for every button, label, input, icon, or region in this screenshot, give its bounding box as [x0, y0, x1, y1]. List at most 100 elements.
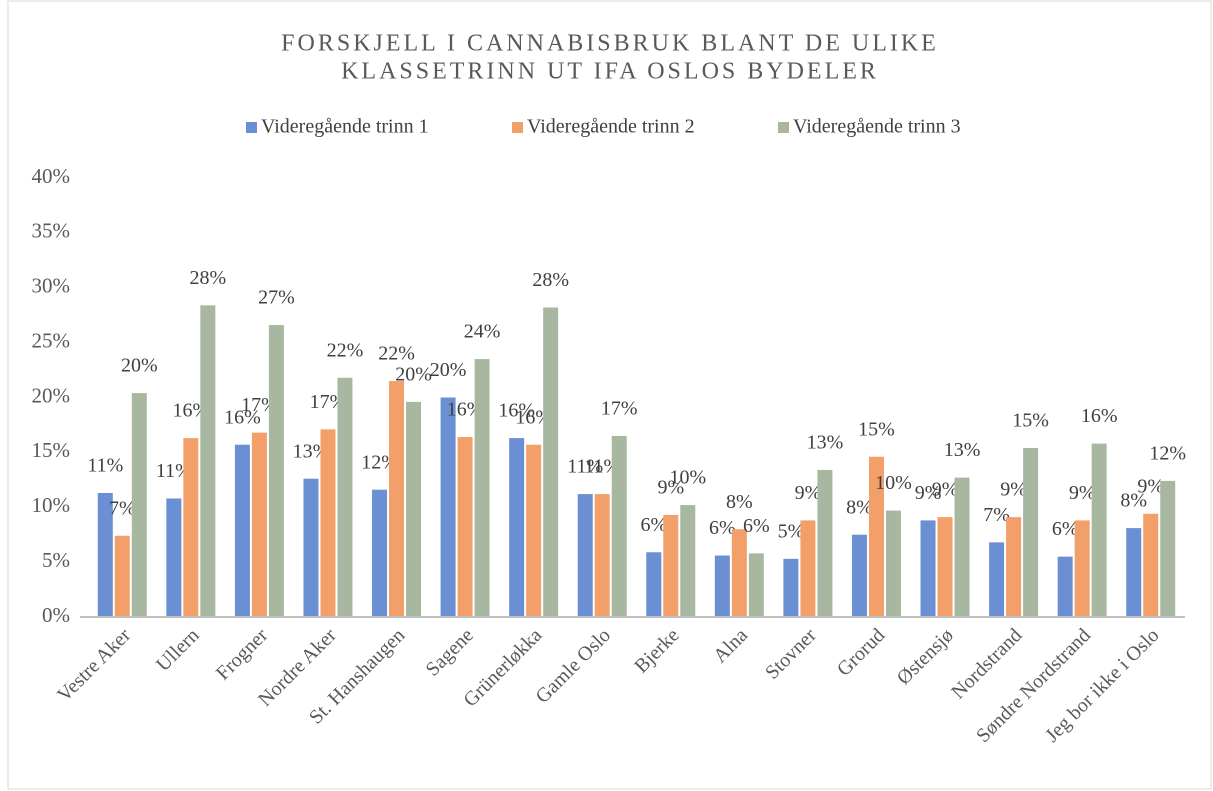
bar	[457, 437, 473, 617]
y-tick-label: 0%	[42, 603, 70, 627]
y-tick-label: 10%	[32, 493, 71, 517]
y-tick-label: 15%	[32, 438, 71, 462]
y-tick-label: 25%	[32, 328, 71, 352]
bar	[885, 510, 901, 617]
legend-label: Videregående trinn 1	[261, 116, 429, 138]
value-label: 20%	[430, 359, 467, 381]
bar	[1006, 517, 1022, 617]
value-label: 11%	[567, 456, 603, 478]
bar	[389, 381, 405, 617]
value-label: 16%	[1081, 405, 1118, 427]
bar	[937, 517, 953, 617]
value-label: 13%	[807, 432, 844, 454]
bar	[783, 558, 799, 617]
bar	[611, 435, 627, 617]
value-label: 6%	[743, 515, 770, 537]
value-label: 12%	[1149, 443, 1186, 465]
value-label: 8%	[846, 496, 873, 518]
legend-swatch	[512, 122, 523, 133]
bar	[920, 520, 936, 617]
value-label: 16%	[498, 400, 535, 422]
bar	[543, 307, 559, 617]
value-label: 6%	[1052, 518, 1079, 540]
bar	[800, 520, 816, 617]
value-label: 9%	[915, 482, 942, 504]
bar	[406, 401, 422, 617]
bar	[303, 478, 319, 617]
bar	[1057, 556, 1073, 617]
bar	[131, 393, 147, 617]
value-label: 13%	[293, 440, 330, 462]
value-label: 11%	[156, 460, 192, 482]
bar	[1160, 480, 1176, 617]
value-label: 16%	[224, 406, 261, 428]
bar	[817, 469, 833, 617]
bar	[1143, 513, 1159, 617]
bar	[509, 438, 525, 617]
bar	[989, 542, 1005, 617]
value-label: 15%	[858, 418, 895, 440]
value-label: 28%	[532, 269, 569, 291]
value-label: 12%	[361, 451, 398, 473]
bar	[114, 535, 130, 617]
legend-swatch	[778, 122, 789, 133]
bar	[251, 432, 267, 617]
value-label: 6%	[640, 514, 667, 536]
bar	[748, 553, 764, 617]
y-tick-label: 5%	[42, 548, 70, 572]
bar	[577, 494, 593, 617]
bar	[183, 438, 199, 617]
chart-title: FORSKJELL I CANNABISBRUK BLANT DE ULIKE	[281, 31, 939, 57]
value-label: 17%	[241, 394, 278, 416]
value-label: 5%	[778, 520, 805, 542]
value-label: 15%	[1012, 410, 1049, 432]
bar	[1074, 520, 1090, 617]
bar	[594, 494, 610, 617]
value-label: 20%	[395, 363, 432, 385]
bar	[97, 492, 113, 617]
bar	[320, 429, 336, 617]
bar	[1023, 447, 1039, 617]
bar	[234, 444, 250, 617]
value-label: 28%	[190, 267, 227, 289]
y-tick-label: 40%	[32, 164, 71, 188]
bar	[851, 534, 867, 617]
value-label: 22%	[327, 339, 364, 361]
value-label: 7%	[109, 497, 136, 519]
value-label: 11%	[584, 456, 620, 478]
legend-label: Videregående trinn 3	[793, 116, 961, 138]
bar	[440, 397, 456, 617]
value-label: 9%	[1137, 475, 1164, 497]
value-label: 7%	[983, 504, 1010, 526]
bar	[268, 325, 284, 617]
bar	[337, 377, 353, 617]
value-label: 9%	[1000, 479, 1027, 501]
value-label: 9%	[1069, 482, 1096, 504]
bar	[166, 498, 182, 617]
value-label: 27%	[258, 287, 295, 309]
value-label: 10%	[875, 472, 912, 494]
value-label: 16%	[515, 406, 552, 428]
value-label: 20%	[121, 355, 158, 377]
legend-label: Videregående trinn 2	[527, 116, 695, 138]
bar	[1091, 443, 1107, 617]
value-label: 8%	[726, 491, 753, 513]
value-label: 17%	[601, 398, 638, 420]
bar	[474, 359, 490, 617]
value-label: 8%	[1120, 490, 1147, 512]
bar	[372, 489, 388, 617]
y-tick-label: 30%	[32, 274, 71, 298]
value-label: 13%	[944, 439, 981, 461]
legend-swatch	[246, 122, 257, 133]
value-label: 9%	[657, 477, 684, 499]
bar	[868, 456, 884, 617]
value-label: 17%	[310, 391, 347, 413]
bar	[714, 555, 730, 617]
value-label: 6%	[709, 517, 736, 539]
bar	[680, 505, 696, 617]
value-label: 24%	[464, 321, 501, 343]
value-label: 16%	[447, 399, 484, 421]
bar	[663, 514, 679, 617]
bar	[200, 305, 216, 617]
